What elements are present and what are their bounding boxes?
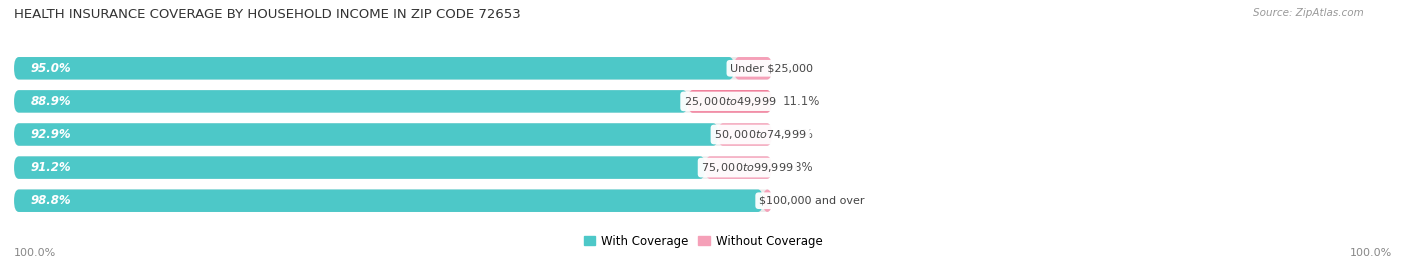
Text: 8.8%: 8.8% [783,161,813,174]
FancyBboxPatch shape [14,156,772,179]
FancyBboxPatch shape [14,189,763,212]
Text: 11.1%: 11.1% [783,95,820,108]
FancyBboxPatch shape [718,123,772,146]
FancyBboxPatch shape [14,123,718,146]
FancyBboxPatch shape [14,156,706,179]
Text: 1.2%: 1.2% [783,194,813,207]
Text: Source: ZipAtlas.com: Source: ZipAtlas.com [1253,8,1364,18]
Text: $25,000 to $49,999: $25,000 to $49,999 [683,95,776,108]
Text: 95.0%: 95.0% [31,62,72,75]
Text: $75,000 to $99,999: $75,000 to $99,999 [702,161,793,174]
FancyBboxPatch shape [688,90,772,113]
FancyBboxPatch shape [14,90,688,113]
Text: 100.0%: 100.0% [1350,248,1392,258]
FancyBboxPatch shape [14,57,772,80]
Text: 100.0%: 100.0% [14,248,56,258]
Text: HEALTH INSURANCE COVERAGE BY HOUSEHOLD INCOME IN ZIP CODE 72653: HEALTH INSURANCE COVERAGE BY HOUSEHOLD I… [14,8,520,21]
Text: $50,000 to $74,999: $50,000 to $74,999 [714,128,807,141]
Text: 88.9%: 88.9% [31,95,72,108]
Text: 98.8%: 98.8% [31,194,72,207]
FancyBboxPatch shape [14,189,772,212]
FancyBboxPatch shape [763,189,772,212]
Text: Under $25,000: Under $25,000 [730,63,813,73]
FancyBboxPatch shape [14,90,772,113]
FancyBboxPatch shape [706,156,772,179]
Text: $100,000 and over: $100,000 and over [759,196,865,206]
Text: 92.9%: 92.9% [31,128,72,141]
Text: 7.1%: 7.1% [783,128,813,141]
FancyBboxPatch shape [14,57,734,80]
FancyBboxPatch shape [14,123,772,146]
Legend: With Coverage, Without Coverage: With Coverage, Without Coverage [579,230,827,253]
Text: 5.0%: 5.0% [783,62,813,75]
Text: 91.2%: 91.2% [31,161,72,174]
FancyBboxPatch shape [734,57,772,80]
